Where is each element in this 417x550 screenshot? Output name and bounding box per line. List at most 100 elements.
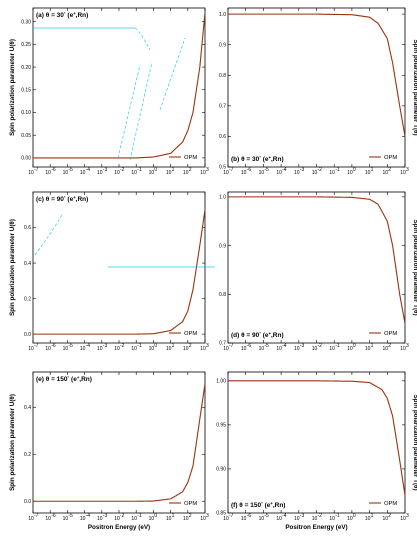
- y-tick-label: 0.7: [219, 341, 226, 347]
- chart-panel-f: 10 -7 10 -6 10 -5 10 -4 10 -3 10 -2 10 -1 10 0 10 1 10 2 10 3…: [216, 371, 417, 531]
- y-tick-label: 0.85: [216, 511, 226, 517]
- x-tick-label: 10: [400, 516, 406, 522]
- x-tick-label: 10: [347, 346, 353, 352]
- x-tick-exponent: -5: [68, 513, 73, 519]
- x-tick-label: 10: [276, 170, 282, 176]
- x-tick-exponent: -7: [34, 167, 39, 173]
- x-tick-label: 10: [241, 170, 247, 176]
- x-axis-label: Positron Energy (eV): [285, 524, 347, 531]
- x-tick-label: 10: [114, 170, 120, 176]
- x-tick-label: 10: [241, 516, 247, 522]
- y-tick-label: 0.25: [21, 42, 31, 48]
- x-tick-label: 10: [365, 516, 371, 522]
- chart-panel-e: 10 -7 10 -6 10 -5 10 -4 10 -3 10 -2 10 -1 10 0 10 1 10 2 10 3…: [9, 371, 209, 531]
- x-tick-label: 10: [114, 346, 120, 352]
- x-tick-exponent: -2: [120, 343, 125, 349]
- y-tick-label: 0.95: [216, 423, 226, 429]
- x-tick-label: 10: [149, 346, 155, 352]
- x-tick-exponent: -5: [68, 167, 73, 173]
- y-tick-label: 1.00: [216, 379, 226, 385]
- x-tick-label: 10: [329, 170, 335, 176]
- legend-entry-opm: OPM: [384, 331, 397, 337]
- x-tick-exponent: -2: [120, 513, 125, 519]
- x-tick-label: 10: [45, 516, 51, 522]
- plot-frame: [32, 191, 206, 344]
- y-axis-label: Spin polarization parameter U(θ): [9, 39, 16, 136]
- artifact-line: [117, 64, 141, 159]
- x-tick-exponent: -4: [282, 167, 287, 173]
- x-tick-label: 10: [80, 516, 86, 522]
- series-line-opm: [228, 196, 406, 324]
- x-tick-label: 10: [183, 170, 189, 176]
- y-tick-label: 0.8: [219, 292, 226, 298]
- x-tick-exponent: -1: [335, 343, 340, 349]
- x-tick-exponent: -6: [247, 167, 252, 173]
- y-tick-label: 0.30: [21, 19, 31, 25]
- x-tick-exponent: 0: [154, 513, 157, 519]
- x-tick-exponent: -4: [86, 167, 91, 173]
- chart-panel-d: 10 -7 10 -6 10 -5 10 -4 10 -3 10 -2 10 -1 10 0 10 1 10 2 10 3…: [219, 191, 417, 352]
- x-tick-label: 10: [131, 170, 137, 176]
- plot-frame: [227, 7, 406, 168]
- panel-label: (b) θ = 30° (e+,Rn): [231, 155, 284, 164]
- x-tick-exponent: 2: [388, 167, 391, 173]
- x-tick-exponent: -2: [120, 167, 125, 173]
- x-tick-label: 10: [294, 170, 300, 176]
- x-tick-label: 10: [276, 346, 282, 352]
- y-tick-label: 0.6: [24, 225, 31, 231]
- x-tick-label: 10: [45, 346, 51, 352]
- panel-label: (f) θ = 150° (e+,Rn): [231, 501, 285, 510]
- series-line-opm: [228, 380, 406, 496]
- x-tick-label: 10: [28, 516, 34, 522]
- x-tick-exponent: 2: [189, 167, 192, 173]
- x-tick-exponent: 0: [154, 343, 157, 349]
- x-tick-exponent: -5: [264, 343, 269, 349]
- x-tick-exponent: -4: [282, 513, 287, 519]
- y-tick-label: 0.4: [24, 261, 31, 267]
- panel-label: (c) θ = 90° (e+,Rn): [36, 195, 88, 204]
- series-line-opm: [228, 13, 406, 137]
- y-axis-label: Spin polarization parameter U(θ): [9, 394, 16, 491]
- chart-panel-b: 10 -7 10 -6 10 -5 10 -4 10 -3 10 -2 10 -1 10 0 10 1 10 2 10 3…: [219, 7, 417, 176]
- y-axis-label: Spin polarization parameter T(θ): [412, 219, 417, 315]
- artifact-curve: [134, 27, 151, 51]
- x-tick-label: 10: [241, 346, 247, 352]
- legend-entry-opm: OPM: [384, 155, 397, 161]
- y-tick-label: 0.9: [219, 42, 226, 48]
- x-tick-exponent: -1: [335, 167, 340, 173]
- y-tick-label: 0.5: [219, 165, 226, 171]
- y-tick-label: 0.0: [24, 332, 31, 338]
- panel-label: (a) θ = 30° (e+,Rn): [36, 11, 88, 20]
- x-tick-label: 10: [259, 170, 265, 176]
- legend-entry-opm: OPM: [184, 331, 197, 337]
- x-tick-exponent: -6: [51, 513, 56, 519]
- x-axis-label: Positron Energy (eV): [88, 524, 150, 531]
- x-tick-exponent: -2: [318, 343, 323, 349]
- x-tick-label: 10: [166, 346, 172, 352]
- x-tick-exponent: -3: [300, 343, 305, 349]
- x-tick-label: 10: [114, 516, 120, 522]
- x-tick-label: 10: [131, 346, 137, 352]
- y-tick-label: 1.0: [219, 12, 226, 18]
- plot-frame: [227, 191, 406, 344]
- x-tick-label: 10: [28, 346, 34, 352]
- y-tick-label: 0.9: [219, 243, 226, 249]
- x-tick-label: 10: [383, 170, 389, 176]
- x-tick-label: 10: [400, 170, 406, 176]
- x-tick-exponent: 3: [406, 343, 409, 349]
- x-tick-label: 10: [80, 170, 86, 176]
- plot-frame: [32, 371, 206, 514]
- x-tick-exponent: -6: [247, 513, 252, 519]
- legend-entry-opm: OPM: [384, 501, 397, 507]
- artifact-curve: [34, 214, 63, 256]
- x-tick-exponent: -1: [335, 513, 340, 519]
- y-tick-label: 1.0: [219, 195, 226, 201]
- y-tick-label: 0.20: [21, 65, 31, 71]
- y-tick-label: 0.00: [21, 156, 31, 162]
- x-tick-exponent: 2: [189, 343, 192, 349]
- x-tick-label: 10: [166, 170, 172, 176]
- x-tick-label: 10: [149, 170, 155, 176]
- x-tick-exponent: 1: [371, 513, 374, 519]
- x-tick-exponent: 2: [388, 513, 391, 519]
